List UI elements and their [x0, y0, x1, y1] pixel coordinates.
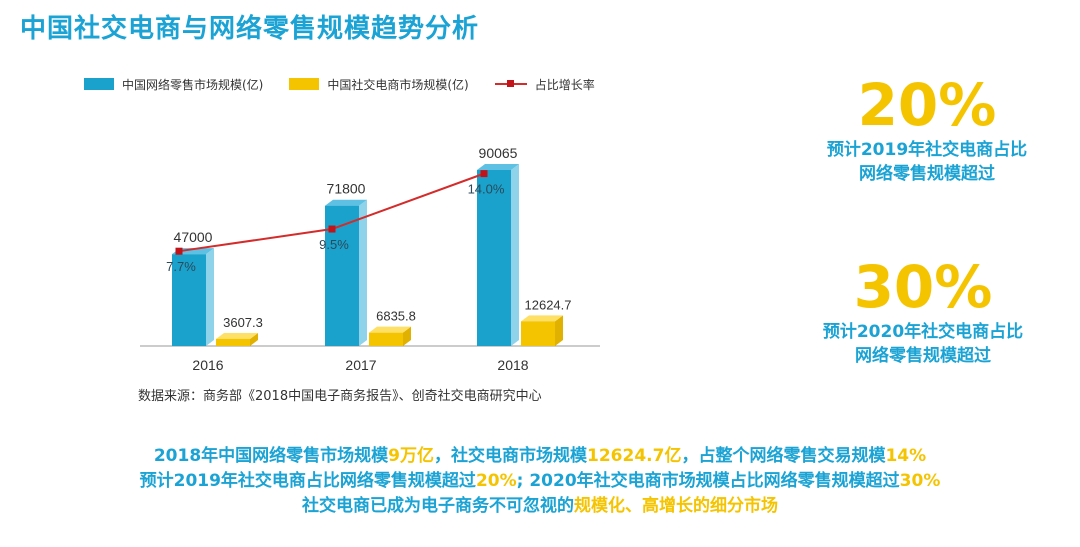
bar-social-ecommerce-2018: [521, 321, 555, 346]
summary-line-3-segment-0: 社交电商已成为电子商务不可忽视的: [302, 496, 574, 516]
legend-swatch-social-ecommerce: [289, 78, 320, 90]
summary-line-1-segment-2: ，社交电商市场规模: [434, 446, 588, 466]
summary-line-3-segment-1: 规模化、高增长的细分市场: [574, 496, 778, 516]
callout-2020-line1: 预计2020年社交电商占比: [822, 322, 1024, 342]
bar-online-retail-2018: [477, 170, 511, 346]
summary-line-2: 预计2019年社交电商占比网络零售规模超过20%; 2020年社交电商市场规模占…: [0, 469, 1080, 494]
data-label-growth-rate-2016: 7.7%: [166, 259, 196, 274]
summary-line-3: 社交电商已成为电子商务不可忽视的规模化、高增长的细分市场: [0, 494, 1080, 519]
bar-side-social-ecommerce-2018: [555, 315, 563, 346]
legend-marker-growth-rate: [506, 80, 514, 87]
x-tick-label-2016: 2016: [192, 357, 223, 373]
bar-top-social-ecommerce-2017: [369, 326, 411, 333]
bar-top-online-retail-2018: [477, 164, 519, 170]
bar-side-online-retail-2016: [206, 248, 214, 346]
x-tick-label-2018: 2018: [497, 357, 528, 373]
data-label-online-retail-2016: 47000: [174, 229, 213, 245]
data-label-social-ecommerce-2018: 12624.7: [525, 297, 572, 312]
legend-label-growth-rate: 占比增长率: [534, 77, 595, 92]
bar-top-online-retail-2017: [325, 199, 367, 206]
bar-side-social-ecommerce-2016: [250, 332, 258, 346]
data-label-growth-rate-2018: 14.0%: [468, 182, 505, 197]
callout-2019-line1: 预计2019年社交电商占比: [826, 140, 1028, 160]
legend-swatch-online-retail: [84, 78, 114, 90]
bar-side-social-ecommerce-2017: [403, 326, 411, 346]
summary-line-2-segment-2: ; 2020年社交电商市场规模占比网络零售规模超过: [516, 471, 900, 491]
bar-top-social-ecommerce-2018: [521, 315, 563, 322]
callout-2019-line2: 网络零售规模超过: [859, 164, 995, 184]
callout-2019-value: 20%: [857, 71, 997, 139]
data-label-social-ecommerce-2017: 6835.8: [376, 309, 416, 324]
bar-side-online-retail-2018: [511, 164, 519, 346]
data-label-online-retail-2017: 71800: [327, 181, 366, 197]
legend-item-online-retail: 中国网络零售市场规模(亿): [84, 76, 263, 93]
callout-2019: 20% 预计2019年社交电商占比 网络零售规模超过: [772, 72, 1080, 186]
summary-line-2-segment-3: 30%: [899, 471, 941, 491]
bar-online-retail-2016: [172, 254, 206, 346]
legend-label-online-retail: 中国网络零售市场规模(亿): [122, 77, 264, 92]
growth-rate-point-2017: [328, 225, 336, 233]
x-tick-label-2017: 2017: [345, 357, 376, 373]
page-title: 中国社交电商与网络零售规模趋势分析: [20, 14, 480, 44]
bar-social-ecommerce-2017: [369, 332, 403, 346]
summary-line-1-segment-3: 12624.7亿: [587, 446, 682, 466]
data-label-social-ecommerce-2016: 3607.3: [223, 315, 263, 330]
legend-label-social-ecommerce: 中国社交电商市场规模(亿): [327, 77, 469, 92]
data-label-online-retail-2018: 90065: [479, 145, 518, 161]
summary-line-2-segment-1: 20%: [475, 471, 517, 491]
bar-social-ecommerce-2016: [216, 338, 250, 346]
callout-2020: 30% 预计2020年社交电商占比 网络零售规模超过: [768, 254, 1078, 368]
summary-line-1-segment-5: 14%: [885, 446, 927, 466]
callout-2020-line2: 网络零售规模超过: [855, 346, 991, 366]
data-label-growth-rate-2017: 9.5%: [319, 237, 349, 252]
chart-legend: 中国网络零售市场规模(亿) 中国社交电商市场规模(亿) 占比增长率: [84, 73, 621, 95]
summary-line-2-segment-0: 预计2019年社交电商占比网络零售规模超过: [139, 471, 476, 491]
legend-item-social-ecommerce: 中国社交电商市场规模(亿): [289, 76, 469, 93]
summary-line-1-segment-4: ，占整个网络零售交易规模: [681, 446, 886, 466]
summary-line-1: 2018年中国网络零售市场规模9万亿，社交电商市场规模12624.7亿，占整个网…: [0, 444, 1080, 469]
summary-line-1-segment-1: 9万亿: [388, 446, 435, 466]
chart-source-note: 数据来源：商务部《2018中国电子商务报告》、创奇社交电商研究中心: [138, 389, 542, 404]
summary-block: 2018年中国网络零售市场规模9万亿，社交电商市场规模12624.7亿，占整个网…: [0, 444, 1080, 519]
summary-line-1-segment-0: 2018年中国网络零售市场规模: [153, 446, 389, 466]
legend-item-growth-rate: 占比增长率: [494, 76, 595, 93]
growth-rate-point-2018: [480, 170, 488, 178]
bar-side-online-retail-2017: [359, 199, 367, 346]
legend-line-growth-rate: [494, 80, 527, 87]
growth-rate-point-2016: [175, 247, 183, 255]
bar-top-social-ecommerce-2016: [216, 332, 258, 339]
callout-2020-value: 30%: [853, 253, 993, 321]
